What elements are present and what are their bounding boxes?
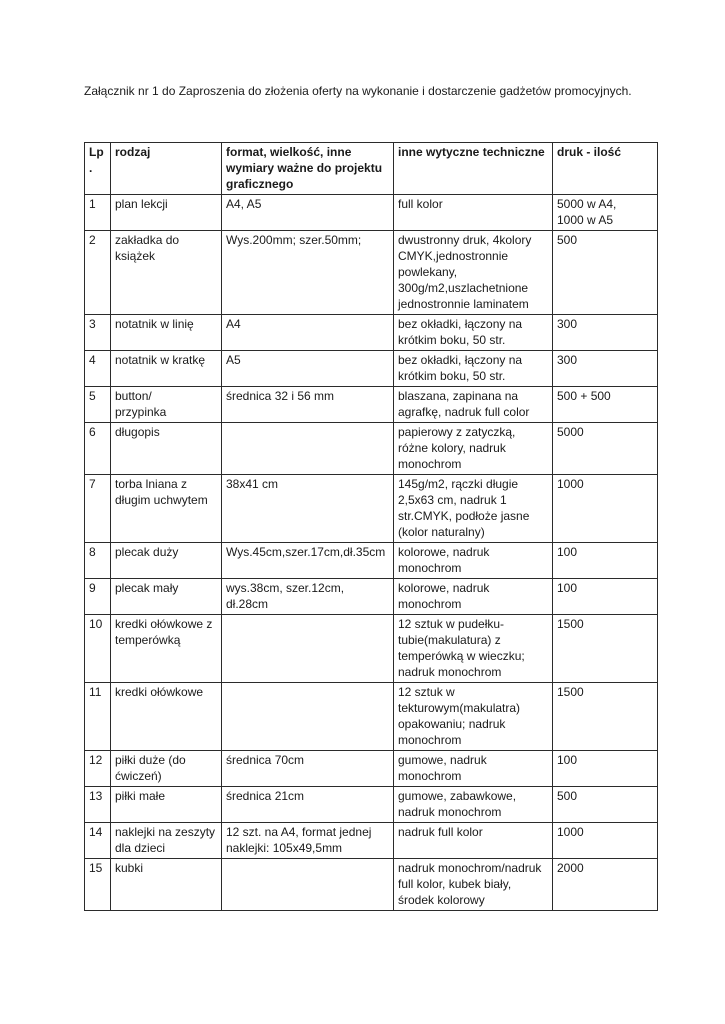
cell-wytyczne: nadruk full kolor [393,822,553,859]
cell-lp: 9 [84,578,111,615]
cell-wytyczne: full kolor [393,194,553,231]
cell-rodzaj: zakładka do książek [110,230,222,315]
cell-druk: 500 [552,786,658,823]
column-header-rodzaj: rodzaj [110,142,222,195]
gadgets-spec-table: Lp. rodzaj format, wielkość, inne wymiar… [84,142,658,911]
cell-rodzaj: kubki [110,858,222,911]
column-header-lp: Lp. [84,142,111,195]
table-row: 11 kredki ołówkowe 12 sztuk w tekturowym… [84,682,658,751]
cell-lp: 2 [84,230,111,315]
table-header-row: Lp. rodzaj format, wielkość, inne wymiar… [84,142,658,195]
table-row: 13 piłki małe średnica 21cm gumowe, zaba… [84,786,658,823]
cell-wytyczne: blaszana, zapinana na agrafkę, nadruk fu… [393,386,553,423]
column-header-wytyczne: inne wytyczne techniczne [393,142,553,195]
cell-format: Wys.45cm,szer.17cm,dł.35cm [221,542,394,579]
cell-wytyczne: dwustronny druk, 4kolory CMYK,jednostron… [393,230,553,315]
table-row: 4 notatnik w kratkę A5 bez okładki, łącz… [84,350,658,387]
cell-lp: 1 [84,194,111,231]
cell-format [221,422,394,475]
table-row: 2 zakładka do książek Wys.200mm; szer.50… [84,230,658,315]
cell-format: A5 [221,350,394,387]
cell-rodzaj: plan lekcji [110,194,222,231]
cell-format: 12 szt. na A4, format jednej naklejki: 1… [221,822,394,859]
cell-rodzaj: naklejki na zeszyty dla dzieci [110,822,222,859]
cell-rodzaj: plecak mały [110,578,222,615]
cell-rodzaj: button/ przypinka [110,386,222,423]
cell-format: wys.38cm, szer.12cm, dł.28cm [221,578,394,615]
cell-wytyczne: bez okładki, łączony na krótkim boku, 50… [393,350,553,387]
cell-rodzaj: długopis [110,422,222,475]
table-row: 5 button/ przypinka średnica 32 i 56 mm … [84,386,658,423]
cell-format: średnica 21cm [221,786,394,823]
table-row: 9 plecak mały wys.38cm, szer.12cm, dł.28… [84,578,658,615]
cell-wytyczne: 12 sztuk w pudełku-tubie(makulatura) z t… [393,614,553,683]
cell-wytyczne: nadruk monochrom/nadruk full kolor, kube… [393,858,553,911]
cell-druk: 1500 [552,682,658,751]
cell-rodzaj: plecak duży [110,542,222,579]
table-row: 10 kredki ołówkowe z temperówką 12 sztuk… [84,614,658,683]
cell-format: średnica 32 i 56 mm [221,386,394,423]
cell-druk: 300 [552,350,658,387]
cell-lp: 14 [84,822,111,859]
cell-wytyczne: 145g/m2, rączki długie 2,5x63 cm, nadruk… [393,474,553,543]
cell-format: A4, A5 [221,194,394,231]
table-row: 3 notatnik w linię A4 bez okładki, łączo… [84,314,658,351]
table-row: 12 piłki duże (do ćwiczeń) średnica 70cm… [84,750,658,787]
cell-lp: 6 [84,422,111,475]
cell-wytyczne: bez okładki, łączony na krótkim boku, 50… [393,314,553,351]
cell-druk: 500 + 500 [552,386,658,423]
cell-wytyczne: papierowy z zatyczką, różne kolory, nadr… [393,422,553,475]
cell-rodzaj: piłki małe [110,786,222,823]
cell-rodzaj: kredki ołówkowe [110,682,222,751]
cell-wytyczne: 12 sztuk w tekturowym(makulatra) opakowa… [393,682,553,751]
cell-rodzaj: notatnik w kratkę [110,350,222,387]
cell-wytyczne: kolorowe, nadruk monochrom [393,578,553,615]
cell-druk: 100 [552,542,658,579]
cell-format [221,682,394,751]
cell-format: Wys.200mm; szer.50mm; [221,230,394,315]
cell-druk: 5000 w A4, 1000 w A5 [552,194,658,231]
table-row: 7 torba lniana z długim uchwytem 38x41 c… [84,474,658,543]
cell-lp: 4 [84,350,111,387]
cell-wytyczne: gumowe, nadruk monochrom [393,750,553,787]
cell-lp: 3 [84,314,111,351]
cell-lp: 15 [84,858,111,911]
cell-lp: 7 [84,474,111,543]
cell-format: 38x41 cm [221,474,394,543]
cell-lp: 5 [84,386,111,423]
cell-format: średnica 70cm [221,750,394,787]
cell-format: A4 [221,314,394,351]
document-title: Załącznik nr 1 do Zaproszenia do złożeni… [84,84,632,98]
table-row: 15 kubki nadruk monochrom/nadruk full ko… [84,858,658,911]
column-header-druk: druk - ilość [552,142,658,195]
cell-wytyczne: kolorowe, nadruk monochrom [393,542,553,579]
cell-druk: 5000 [552,422,658,475]
cell-format [221,614,394,683]
cell-lp: 13 [84,786,111,823]
cell-rodzaj: kredki ołówkowe z temperówką [110,614,222,683]
cell-druk: 2000 [552,858,658,911]
cell-druk: 1000 [552,822,658,859]
cell-wytyczne: gumowe, zabawkowe, nadruk monochrom [393,786,553,823]
cell-druk: 100 [552,578,658,615]
cell-lp: 8 [84,542,111,579]
cell-lp: 10 [84,614,111,683]
cell-lp: 12 [84,750,111,787]
cell-druk: 1500 [552,614,658,683]
cell-rodzaj: torba lniana z długim uchwytem [110,474,222,543]
cell-druk: 500 [552,230,658,315]
cell-rodzaj: piłki duże (do ćwiczeń) [110,750,222,787]
cell-druk: 300 [552,314,658,351]
table-row: 6 długopis papierowy z zatyczką, różne k… [84,422,658,475]
cell-lp: 11 [84,682,111,751]
cell-druk: 100 [552,750,658,787]
column-header-format: format, wielkość, inne wymiary ważne do … [221,142,394,195]
cell-format [221,858,394,911]
table-row: 8 plecak duży Wys.45cm,szer.17cm,dł.35cm… [84,542,658,579]
table-row: 1 plan lekcji A4, A5 full kolor 5000 w A… [84,194,658,231]
cell-druk: 1000 [552,474,658,543]
cell-rodzaj: notatnik w linię [110,314,222,351]
table-row: 14 naklejki na zeszyty dla dzieci 12 szt… [84,822,658,859]
